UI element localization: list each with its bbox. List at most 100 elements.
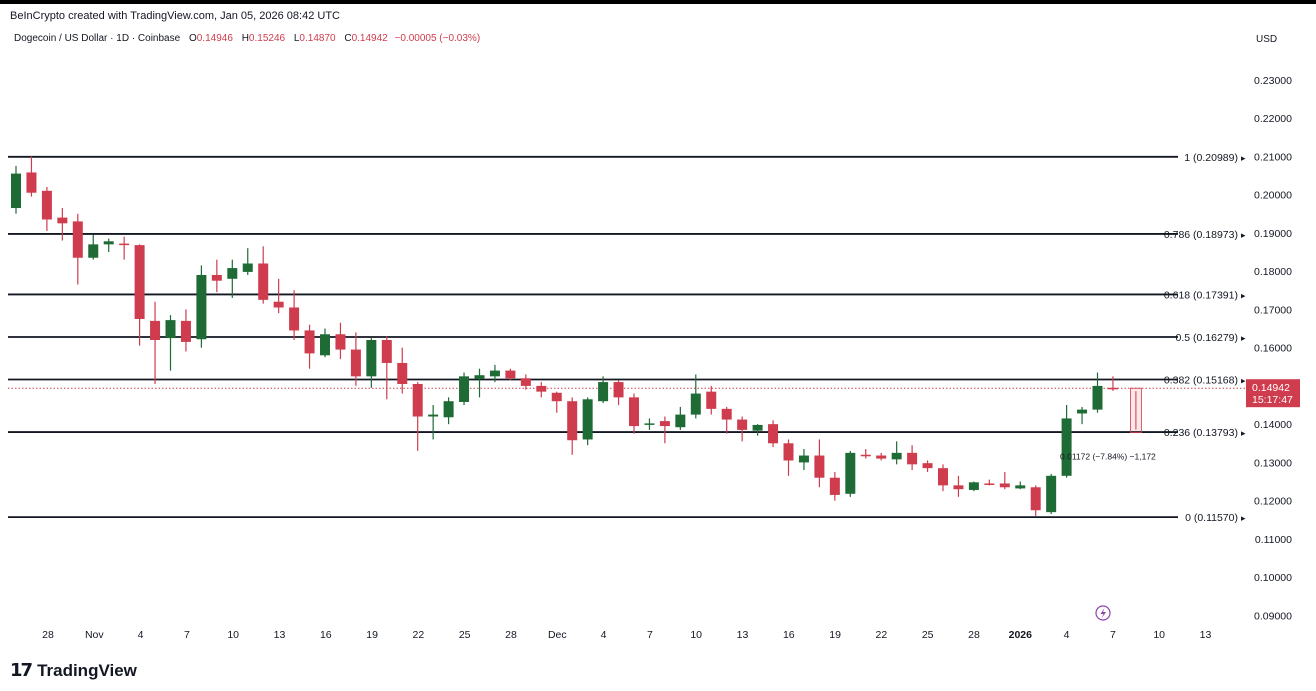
candle-down <box>629 397 639 427</box>
candle-up <box>968 482 979 490</box>
candle-down <box>876 455 887 459</box>
candle-down <box>721 408 732 420</box>
candle-up <box>1077 409 1088 414</box>
candle-down <box>289 307 300 331</box>
x-tick-label: 28 <box>42 629 54 641</box>
candle-up <box>459 376 470 402</box>
open-label: O <box>188 33 197 44</box>
candle-down <box>829 477 840 495</box>
candle-up <box>103 241 114 245</box>
fib-level-marker: ▸ <box>1241 514 1246 524</box>
brand-name: TradingView <box>37 660 137 680</box>
candle-down <box>1107 387 1118 390</box>
candle-down <box>814 455 825 478</box>
x-tick-label: 2026 <box>1009 629 1033 641</box>
candle-down <box>706 391 717 409</box>
x-tick-label: 13 <box>737 629 749 641</box>
y-tick-label: 0.18000 <box>1254 266 1292 278</box>
y-tick-label: 0.10000 <box>1254 572 1292 584</box>
candle-up <box>366 340 377 377</box>
candle-down <box>659 421 670 427</box>
candle-down <box>134 245 145 319</box>
candle-down <box>57 217 68 224</box>
candle-down <box>119 243 130 246</box>
candle-down <box>150 320 161 340</box>
candle-down <box>273 301 284 308</box>
candle-up <box>1046 475 1057 513</box>
low-value: 0.14870 <box>299 33 336 44</box>
candle-down <box>397 362 408 384</box>
candle-up <box>1015 485 1026 489</box>
candle-down <box>381 340 392 363</box>
symbol-name: Dogecoin / US Dollar · 1D · Coinbase <box>14 33 181 44</box>
x-tick-label: 19 <box>829 629 841 641</box>
candle-up <box>1061 418 1072 476</box>
y-tick-label: 0.16000 <box>1254 343 1292 355</box>
candle-up <box>165 320 176 339</box>
price-badge-value: 0.14942 <box>1252 382 1290 394</box>
chart-credit: BeInCrypto created with TradingView.com,… <box>10 10 340 22</box>
x-tick-label: 4 <box>1064 629 1070 641</box>
x-tick-label: 7 <box>647 629 653 641</box>
close-value: 0.14942 <box>351 33 388 44</box>
x-tick-label: 7 <box>184 629 190 641</box>
fib-level-marker: ▸ <box>1241 291 1246 301</box>
high-value: 0.15246 <box>248 33 286 44</box>
top-border <box>0 0 1316 4</box>
x-tick-label: 13 <box>1200 629 1212 641</box>
candle-down <box>72 221 83 258</box>
y-tick-label: 0.13000 <box>1254 457 1292 469</box>
candle-down <box>536 385 547 392</box>
y-tick-label: 0.17000 <box>1254 304 1292 316</box>
x-tick-label: Nov <box>85 629 104 641</box>
candle-down <box>953 485 964 490</box>
candle-up <box>474 375 485 380</box>
price-badge-countdown: 15:17:47 <box>1252 394 1293 406</box>
x-tick-label: 10 <box>227 629 239 641</box>
candle-up <box>443 401 454 418</box>
y-tick-label: 0.12000 <box>1254 496 1292 508</box>
candle-down <box>258 263 269 300</box>
fib-level-label: 0 (0.11570) <box>1185 512 1238 524</box>
candle-up <box>227 268 238 279</box>
candle-down <box>922 463 933 469</box>
candle-up <box>675 414 686 428</box>
candle-down <box>783 443 794 461</box>
candle-up <box>196 274 207 340</box>
x-tick-label: 10 <box>690 629 702 641</box>
fib-level-label: 0.236 (0.13793) <box>1164 427 1238 439</box>
tradingview-logo-icon: 17 <box>10 660 33 681</box>
candle-up <box>242 263 253 272</box>
price-badge <box>1246 379 1300 408</box>
open-value: 0.14946 <box>196 33 233 44</box>
low-label: L <box>293 33 300 44</box>
candle-down <box>41 190 52 220</box>
candle-down <box>613 382 624 398</box>
x-tick-label: 16 <box>320 629 332 641</box>
y-tick-label: 0.22000 <box>1254 113 1292 125</box>
y-tick-label: 0.19000 <box>1254 228 1292 240</box>
tradingview-logo: 17 TradingView <box>10 660 137 681</box>
fib-level-marker: ▸ <box>1241 429 1246 439</box>
candle-down <box>551 392 562 402</box>
x-tick-label: 10 <box>1153 629 1165 641</box>
candle-down <box>938 468 948 486</box>
y-tick-label: 0.11000 <box>1255 534 1292 546</box>
high-label: H <box>241 33 249 44</box>
x-tick-label: 4 <box>138 629 144 641</box>
fib-level-marker: ▸ <box>1241 154 1246 164</box>
y-tick-label: 0.20000 <box>1254 190 1292 202</box>
fib-level-marker: ▸ <box>1241 376 1246 386</box>
x-tick-label: 7 <box>1110 629 1116 641</box>
candle-down <box>26 172 37 193</box>
candle-up <box>428 414 439 417</box>
fib-level-label: 0.618 (0.17391) <box>1164 289 1238 301</box>
x-tick-label: 28 <box>968 629 980 641</box>
candle-down <box>567 401 578 441</box>
candle-down <box>999 483 1010 488</box>
candle-up <box>582 399 593 440</box>
candle-up <box>845 452 856 494</box>
fib-level-label: 0.382 (0.15168) <box>1164 374 1238 386</box>
fib-level-label: 0.5 (0.16279) <box>1176 332 1238 344</box>
